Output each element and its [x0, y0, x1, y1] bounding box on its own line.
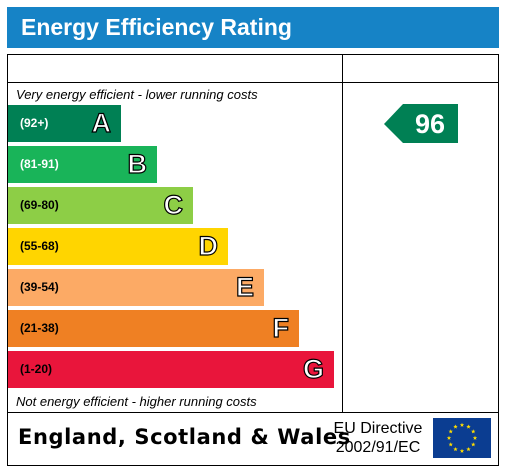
directive-line2: 2002/91/EC	[335, 439, 421, 456]
band-letter: D	[198, 230, 219, 261]
star-icon	[466, 424, 471, 429]
rating-band-g: (1-20) G	[8, 351, 334, 388]
star-icon	[453, 424, 458, 429]
header-row-divider	[7, 82, 499, 83]
rating-band-d: (55-68) D	[8, 228, 228, 265]
eu-flag-icon	[433, 418, 491, 458]
star-icon	[453, 446, 458, 452]
title-bar: Energy Efficiency Rating	[7, 7, 499, 48]
band-letter: E	[235, 271, 254, 302]
band-range-label: (69-80)	[20, 198, 59, 212]
star-icon	[448, 442, 453, 447]
band-letter: B	[127, 148, 148, 179]
star-icon	[446, 435, 452, 440]
current-rating-value: 96	[415, 109, 445, 139]
chart-title: Energy Efficiency Rating	[21, 14, 292, 40]
band-range-label: (39-54)	[20, 280, 59, 294]
rating-band-f: (21-38) F	[8, 310, 299, 347]
footer-divider	[7, 412, 499, 413]
band-letter: G	[302, 353, 324, 384]
region-label: England, Scotland & Wales	[18, 425, 351, 449]
current-rating-arrow: 96	[384, 104, 458, 143]
band-letter: C	[163, 189, 184, 220]
band-letter: F	[272, 312, 290, 343]
star-icon	[472, 435, 478, 440]
eu-directive: EU Directive 2002/91/EC	[326, 419, 430, 457]
directive-line1: EU Directive	[333, 420, 423, 437]
column-divider	[342, 54, 343, 412]
rating-band-c: (69-80) C	[8, 187, 193, 224]
star-icon	[466, 446, 471, 452]
star-icon	[448, 429, 453, 434]
rating-band-e: (39-54) E	[8, 269, 264, 306]
top-caption: Very energy efficient - lower running co…	[16, 87, 258, 102]
band-letter: A	[91, 107, 112, 138]
band-range-label: (1-20)	[20, 362, 53, 376]
bottom-caption: Not energy efficient - higher running co…	[16, 394, 257, 409]
band-range-label: (21-38)	[20, 321, 59, 335]
star-icon	[459, 448, 465, 453]
star-icon	[471, 442, 476, 447]
star-icon	[459, 422, 465, 427]
chart-frame	[7, 54, 499, 466]
band-range-label: (92+)	[20, 116, 49, 130]
rating-band-a: (92+) A	[8, 105, 121, 142]
band-range-label: (81-91)	[20, 157, 59, 171]
rating-band-b: (81-91) B	[8, 146, 157, 183]
band-range-label: (55-68)	[20, 239, 59, 253]
star-icon	[471, 429, 476, 434]
